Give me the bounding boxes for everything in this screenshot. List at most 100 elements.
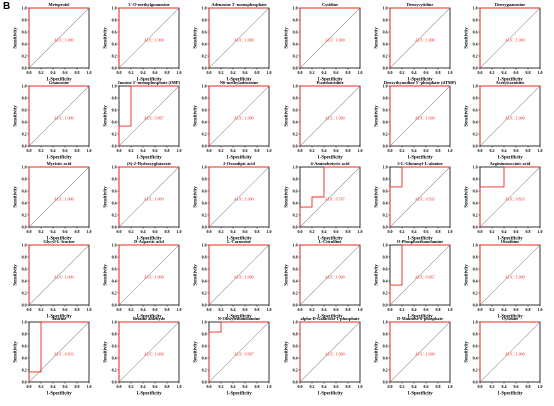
y-tick-label: 0.6 bbox=[293, 107, 298, 112]
x-tick-label: 0.8 bbox=[526, 148, 531, 153]
y-tick-label: 0.4 bbox=[202, 41, 207, 46]
reference-diagonal bbox=[389, 7, 451, 69]
y-tick-label: 0.8 bbox=[202, 95, 207, 100]
y-tick-label: 0.4 bbox=[202, 200, 207, 205]
y-tick-label: 1.0 bbox=[293, 242, 298, 247]
x-tick-label: 0.6 bbox=[334, 229, 339, 234]
x-axis-label: 1-Specificity bbox=[317, 156, 343, 161]
y-tick-label: 0.4 bbox=[473, 119, 478, 124]
roc-panel: Ornithine 0.0 0.2 0.4 0.6 0.8 1.0 0.0 0.2 0.4 0.6 0… bbox=[465, 239, 543, 320]
y-tick-label: 0.8 bbox=[473, 95, 478, 100]
y-tick-label: 0.8 bbox=[473, 17, 478, 22]
y-tick-label: 0.6 bbox=[293, 343, 298, 348]
y-tick-label: 0.2 bbox=[293, 367, 298, 372]
y-tick-label: 0.2 bbox=[473, 131, 478, 136]
y-tick-label: 1.0 bbox=[293, 5, 298, 10]
x-axis-label: 1-Specificity bbox=[407, 78, 433, 83]
y-tick-label: 0.0 bbox=[112, 379, 117, 384]
x-tick-label: 0.2 bbox=[310, 148, 315, 153]
y-tick-label: 0.6 bbox=[473, 188, 478, 193]
x-tick-label: 0.4 bbox=[141, 307, 146, 312]
y-tick-label: 0.2 bbox=[22, 131, 27, 136]
x-tick-label: 0.6 bbox=[424, 307, 429, 312]
x-axis-label: 1-Specificity bbox=[497, 237, 523, 242]
y-axis-label: Sensitivity bbox=[285, 105, 290, 127]
y-axis-label: Sensitivity bbox=[194, 186, 199, 208]
roc-panel: 3'-O-methylguanosine 0.0 0.2 0.4 0.6 0.8 1.0 0.… bbox=[104, 2, 182, 83]
x-tick-label: 0.6 bbox=[334, 384, 339, 389]
y-tick-label: 0.6 bbox=[112, 107, 117, 112]
x-tick-label: 1.0 bbox=[177, 229, 182, 234]
y-tick-label: 0.4 bbox=[293, 119, 298, 124]
y-tick-label: 0.6 bbox=[112, 266, 117, 271]
reference-diagonal bbox=[299, 85, 361, 147]
y-tick-label: 0.8 bbox=[383, 176, 388, 181]
y-axis-label: Sensitivity bbox=[14, 186, 19, 208]
roc-curve bbox=[299, 244, 360, 305]
y-tick-label: 0.0 bbox=[22, 224, 27, 229]
roc-curve bbox=[299, 7, 360, 68]
y-tick-label: 0.8 bbox=[22, 331, 27, 336]
roc-panel: Deoxythymidine 5'-phosphate (dTMP) 0.0 0.2… bbox=[375, 80, 457, 161]
y-tick-label: 0.6 bbox=[22, 29, 27, 34]
x-tick-label: 0.4 bbox=[51, 229, 56, 234]
y-tick-label: 1.0 bbox=[22, 5, 27, 10]
x-axis-label: 1-Specificity bbox=[497, 156, 523, 161]
y-tick-label: 0.8 bbox=[293, 17, 298, 22]
x-tick-label: 0.6 bbox=[243, 384, 248, 389]
auc-label: AUC: 1.000 bbox=[54, 275, 74, 280]
roc-panel: Myristic acid 0.0 0.2 0.4 0.6 0.8 1.0 0.0 0.2 0.4… bbox=[14, 161, 92, 242]
y-tick-label: 0.2 bbox=[112, 212, 117, 217]
panel-title: Metoprolol bbox=[49, 2, 71, 7]
roc-panel: Inosine 5'-monophosphate (IMP) 0.0 0.2 0.4 0… bbox=[104, 80, 182, 161]
y-tick-label: 0.0 bbox=[383, 224, 388, 229]
panel-title: alpha-D-Galactose 1-phosphate bbox=[301, 316, 360, 321]
roc-curve bbox=[208, 321, 269, 382]
x-tick-label: 0.0 bbox=[207, 229, 212, 234]
roc-curve bbox=[479, 244, 540, 305]
y-tick-label: 0.6 bbox=[202, 107, 207, 112]
x-tick-label: 0.4 bbox=[412, 384, 417, 389]
x-tick-label: 0.2 bbox=[219, 148, 224, 153]
panel-title: (S)-2-Hydroxyglutarate bbox=[127, 161, 171, 166]
y-tick-label: 0.8 bbox=[293, 254, 298, 259]
x-tick-label: 0.4 bbox=[231, 384, 236, 389]
x-tick-label: 0.8 bbox=[526, 229, 531, 234]
y-tick-label: 0.6 bbox=[383, 29, 388, 34]
y-tick-label: 1.0 bbox=[112, 242, 117, 247]
panel-title: Ornithine bbox=[501, 239, 520, 244]
x-tick-label: 0.6 bbox=[153, 384, 158, 389]
y-tick-label: 0.2 bbox=[202, 53, 207, 58]
x-tick-label: 0.4 bbox=[502, 148, 507, 153]
y-tick-label: 0.4 bbox=[383, 278, 388, 283]
x-tick-label: 0.0 bbox=[298, 307, 303, 312]
y-tick-label: 1.0 bbox=[112, 5, 117, 10]
y-axis-label: Sensitivity bbox=[285, 264, 290, 286]
y-tick-label: 0.0 bbox=[383, 65, 388, 70]
y-tick-label: 0.8 bbox=[112, 176, 117, 181]
y-tick-label: 0.8 bbox=[293, 331, 298, 336]
x-tick-label: 0.8 bbox=[255, 70, 260, 75]
y-tick-label: 0.4 bbox=[112, 355, 117, 360]
y-tick-label: 0.4 bbox=[22, 119, 27, 124]
panel-title: Deoxycytidine bbox=[407, 2, 434, 7]
x-tick-label: 0.0 bbox=[388, 70, 393, 75]
y-axis-label: Sensitivity bbox=[375, 341, 380, 363]
x-tick-label: 0.4 bbox=[51, 307, 56, 312]
y-tick-label: 1.0 bbox=[383, 5, 388, 10]
y-axis-label: Sensitivity bbox=[194, 27, 199, 49]
panel-title: Betaine aldehyde bbox=[133, 316, 165, 321]
auc-label: AUC: 1.000 bbox=[144, 352, 164, 357]
roc-panel: D-Aspartic acid 0.0 0.2 0.4 0.6 0.8 1.0 0.0 0.2 0… bbox=[104, 239, 182, 320]
x-tick-label: 0.2 bbox=[490, 148, 495, 153]
y-tick-label: 0.0 bbox=[293, 302, 298, 307]
auc-label: AUC: 0.867 bbox=[415, 275, 435, 280]
x-tick-label: 1.0 bbox=[448, 148, 453, 153]
x-axis-label: 1-Specificity bbox=[317, 78, 343, 83]
x-axis-label: 1-Specificity bbox=[317, 392, 343, 397]
y-tick-label: 0.4 bbox=[22, 278, 27, 283]
y-tick-label: 0.0 bbox=[202, 302, 207, 307]
roc-panel: Cytidine 0.0 0.2 0.4 0.6 0.8 1.0 0.0 0.2 0.4 0.6 0.… bbox=[285, 2, 363, 83]
y-tick-label: 1.0 bbox=[383, 319, 388, 324]
y-tick-label: 0.8 bbox=[383, 254, 388, 259]
